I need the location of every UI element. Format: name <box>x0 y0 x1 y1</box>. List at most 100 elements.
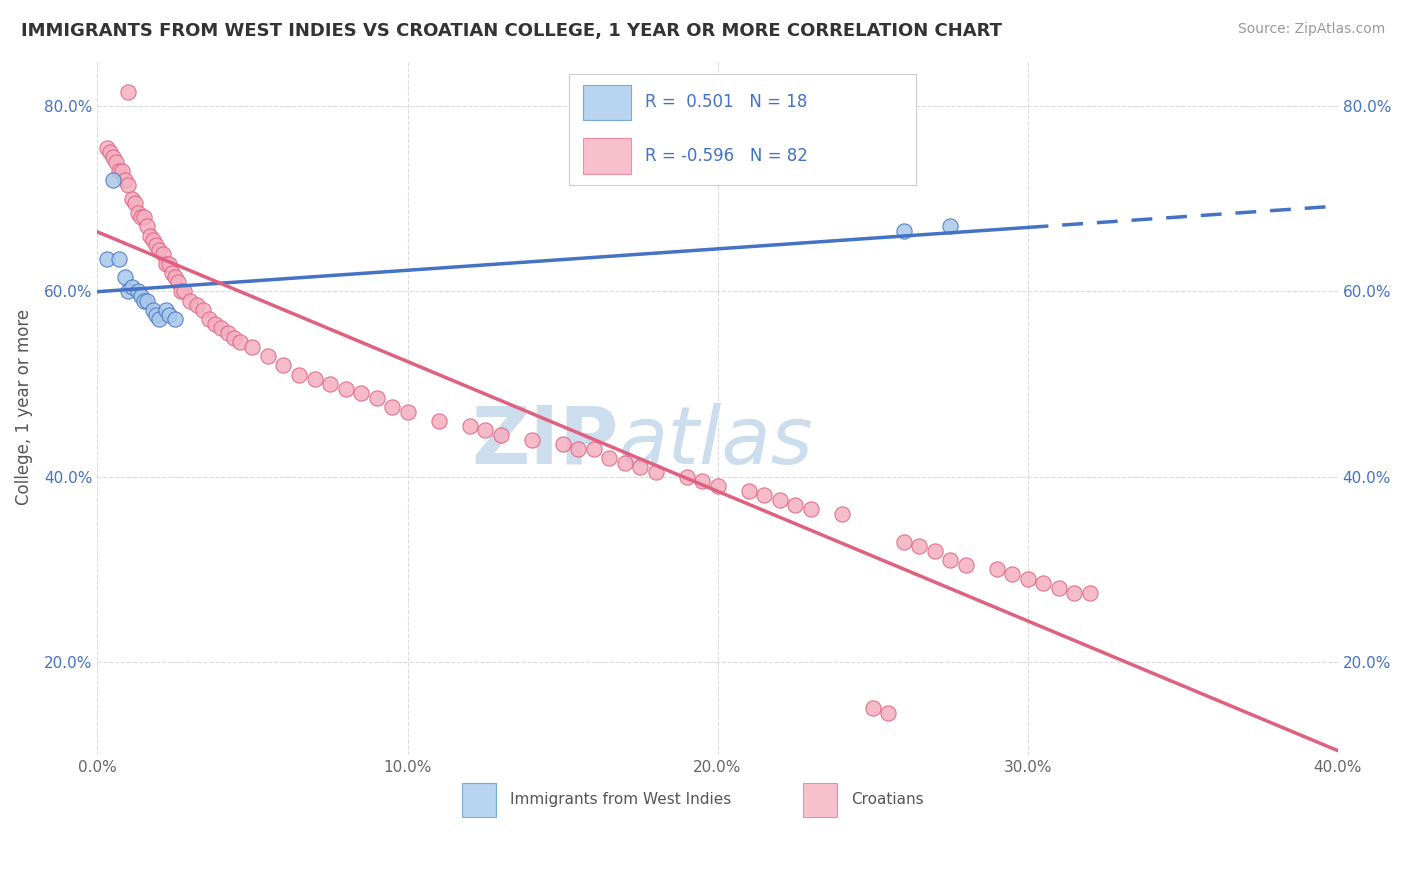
Text: atlas: atlas <box>619 403 813 481</box>
Point <box>105 154 128 169</box>
Text: Source: ZipAtlas.com: Source: ZipAtlas.com <box>1237 22 1385 37</box>
Point <box>179 293 201 308</box>
Point <box>163 312 186 326</box>
Point <box>768 492 790 507</box>
Point <box>155 256 177 270</box>
Point <box>908 539 931 553</box>
Point <box>800 502 823 516</box>
Point <box>242 340 264 354</box>
Point <box>211 321 233 335</box>
Point <box>737 483 759 498</box>
Point <box>101 173 124 187</box>
Point <box>675 469 697 483</box>
Point <box>142 302 165 317</box>
Point <box>939 553 962 567</box>
Point <box>924 544 946 558</box>
Point <box>551 437 574 451</box>
Point <box>111 164 134 178</box>
Point <box>381 400 404 414</box>
Point <box>96 252 118 266</box>
Point <box>114 270 136 285</box>
Point <box>288 368 311 382</box>
Y-axis label: College, 1 year or more: College, 1 year or more <box>15 310 32 505</box>
Point <box>427 414 450 428</box>
Point <box>229 335 252 350</box>
Point <box>170 285 193 299</box>
Point <box>335 382 357 396</box>
Point <box>986 562 1008 576</box>
Point <box>257 349 280 363</box>
Point <box>613 456 636 470</box>
Point <box>1078 585 1101 599</box>
Point <box>127 205 149 219</box>
Point <box>108 252 131 266</box>
Point <box>690 475 713 489</box>
Point <box>598 451 620 466</box>
Point <box>458 418 481 433</box>
Point <box>121 279 143 293</box>
Point <box>142 233 165 247</box>
Point <box>148 243 170 257</box>
Point <box>139 228 162 243</box>
Point <box>1001 567 1024 582</box>
Point <box>955 558 977 572</box>
Point <box>96 141 118 155</box>
Point <box>198 312 221 326</box>
Point <box>893 224 915 238</box>
Point <box>489 428 512 442</box>
Text: ZIP: ZIP <box>471 403 619 481</box>
Point <box>706 479 728 493</box>
Point <box>145 238 167 252</box>
Point <box>101 150 124 164</box>
Point <box>350 386 373 401</box>
Point <box>217 326 239 340</box>
Point <box>117 85 139 99</box>
Point <box>121 192 143 206</box>
Point <box>273 359 295 373</box>
Point <box>136 219 159 234</box>
Point <box>163 270 186 285</box>
Point <box>173 285 195 299</box>
Point <box>167 275 190 289</box>
Point <box>366 391 388 405</box>
Point <box>628 460 651 475</box>
Point <box>862 701 884 715</box>
Point <box>783 498 806 512</box>
Point <box>114 173 136 187</box>
Point <box>148 312 170 326</box>
Point <box>129 289 152 303</box>
Point <box>644 465 666 479</box>
Point <box>160 266 183 280</box>
Point <box>127 285 149 299</box>
Point <box>582 442 605 456</box>
Point <box>752 488 775 502</box>
Point <box>1017 572 1039 586</box>
Point <box>124 196 146 211</box>
Point <box>136 293 159 308</box>
Point <box>319 377 342 392</box>
Point <box>117 285 139 299</box>
Point <box>129 210 152 224</box>
Point <box>132 293 155 308</box>
Point <box>108 164 131 178</box>
Point <box>157 308 180 322</box>
Point <box>567 442 589 456</box>
Point <box>152 247 174 261</box>
Point <box>939 219 962 234</box>
Point <box>222 331 245 345</box>
Point <box>145 308 167 322</box>
Point <box>520 433 543 447</box>
Point <box>474 423 496 437</box>
Point <box>117 178 139 192</box>
Point <box>1032 576 1054 591</box>
Point <box>191 302 214 317</box>
Point <box>396 405 419 419</box>
Point <box>1047 581 1070 595</box>
Point <box>877 706 900 720</box>
Point <box>1063 585 1085 599</box>
Point <box>98 145 121 160</box>
Point <box>304 372 326 386</box>
Point <box>831 507 853 521</box>
Point <box>132 210 155 224</box>
Point <box>186 298 208 312</box>
